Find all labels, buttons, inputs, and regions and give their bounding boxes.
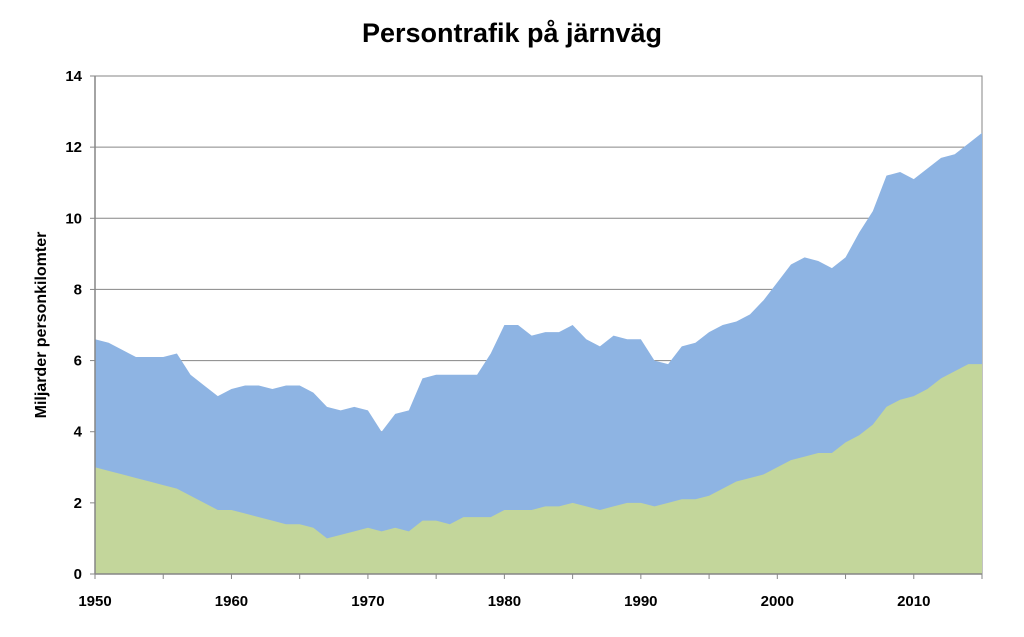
- series-area-1: [95, 132, 982, 574]
- y-tick-label: 6: [74, 353, 82, 370]
- y-tick-label: 2: [74, 495, 82, 512]
- x-tick-label: 2000: [761, 593, 794, 610]
- series-area-2: [95, 364, 982, 574]
- y-tick-label: 8: [74, 281, 82, 298]
- x-tick-label: 2010: [897, 593, 930, 610]
- y-tick-label: 4: [74, 424, 83, 441]
- y-tick-label: 12: [65, 139, 82, 156]
- x-tick-label: 1990: [624, 593, 657, 610]
- y-tick-label: 0: [74, 566, 82, 583]
- y-tick-label: 10: [65, 210, 82, 227]
- y-tick-label: 14: [65, 68, 82, 85]
- x-tick-label: 1950: [78, 593, 111, 610]
- x-tick-label: 1970: [351, 593, 384, 610]
- x-tick-label: 1960: [215, 593, 248, 610]
- chart-title: Persontrafik på järnväg: [361, 18, 663, 48]
- x-tick-label: 1980: [488, 593, 521, 610]
